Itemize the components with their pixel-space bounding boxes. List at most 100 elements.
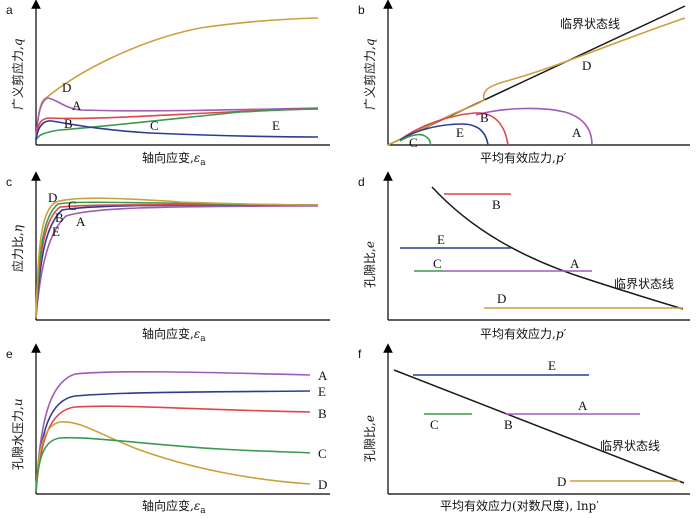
panel-f-csl <box>393 369 685 484</box>
panel-c-ylabel: 应力比, <box>10 232 25 272</box>
panel-e-label-D: D <box>318 477 327 492</box>
panel-e-label: e <box>6 347 13 361</box>
panel-f-csl-label: 临界状态线 <box>600 439 660 453</box>
panel-a-ysym: q <box>11 38 25 46</box>
svg-text:孔隙比,e: 孔隙比,e <box>363 415 377 462</box>
panel-b-label-D: D <box>582 58 591 73</box>
panel-d-label-A: A <box>570 256 580 271</box>
panel-b-curve-E <box>399 123 489 146</box>
panel-a-label-C: C <box>150 118 159 133</box>
panel-a-ylabel: 广义剪应力, <box>10 46 25 110</box>
panel-c-curve-B <box>35 204 319 319</box>
panel-c-label: c <box>6 175 12 189</box>
panel-c-curve-C <box>35 201 319 319</box>
panel-c: c 应力比,η 轴向应变,εa D C B A E <box>6 171 330 344</box>
panel-c-label-A: A <box>76 214 86 229</box>
panel-e-curve-D <box>35 421 311 493</box>
panel-d-y-title: 孔隙比,e <box>363 241 377 288</box>
panel-c-x-title: 轴向应变,εa <box>142 326 206 344</box>
panel-b-curve-D <box>387 17 686 146</box>
panel-c-y-title: 应力比,η <box>10 224 25 272</box>
panel-b-ysym: q <box>363 38 377 46</box>
panel-d-csl <box>431 186 684 310</box>
panel-b-curve-B <box>399 112 509 146</box>
panel-b-label-E: E <box>456 125 464 140</box>
panel-c-label-B: B <box>55 210 64 225</box>
panel-c-label-D: D <box>48 190 57 205</box>
panel-b-x-title: 平均有效应力,p′ <box>480 150 567 165</box>
panel-f-ylabel: 孔隙比, <box>363 422 377 462</box>
panel-d-label-C: C <box>433 256 442 271</box>
panel-e-label-B: B <box>318 406 327 421</box>
panel-f-label-C: C <box>430 417 439 432</box>
panel-b-label-A: A <box>572 125 582 140</box>
panel-e-ylabel: 孔隙水压力, <box>11 406 25 470</box>
panel-f-y-title: 孔隙比,e <box>363 415 377 462</box>
panel-f-label-B: B <box>504 417 513 432</box>
panel-a-label-E: E <box>272 118 280 133</box>
panel-c-curve-D <box>35 197 319 319</box>
panel-a-label-D: D <box>62 80 71 95</box>
panel-a-xlabel: 轴向应变, <box>142 150 194 165</box>
panel-d-csl-label: 临界状态线 <box>614 277 674 291</box>
panel-c-xsub: a <box>200 334 206 344</box>
panel-d-label-B: B <box>492 197 501 212</box>
panel-e-label-E: E <box>318 384 326 399</box>
panel-b-xlabel: 平均有效应力, <box>480 150 556 165</box>
panel-c-label-E: E <box>52 224 60 239</box>
panel-a-label-A: A <box>72 98 82 113</box>
panel-e-xlabel: 轴向应变, <box>142 498 194 513</box>
panel-e-xsym: ε <box>194 499 200 513</box>
panel-e-curve-A <box>35 370 311 493</box>
panel-e-ysym: u <box>11 398 25 406</box>
panel-d-label-E: E <box>437 232 445 247</box>
panel-d-ysym: e <box>363 241 377 248</box>
panel-c-label-C: C <box>68 198 77 213</box>
panel-f-label-A: A <box>578 398 588 413</box>
panel-e-label-A: A <box>318 368 328 383</box>
panel-e-y-title: 孔隙水压力,u <box>11 398 25 470</box>
panel-a-curve-E <box>35 120 319 141</box>
panel-b-curve-C <box>399 133 432 146</box>
panel-b-label-B: B <box>480 110 489 125</box>
panel-a-curve-A <box>35 97 319 141</box>
panel-e-curve-B <box>35 405 311 493</box>
panel-c-xsym: ε <box>194 327 200 341</box>
panel-b-label-C: C <box>409 135 418 150</box>
panel-f-x-title: 平均有效应力(对数尺度), lnp′ <box>440 498 599 513</box>
panel-a-xsub: a <box>200 158 206 168</box>
panel-f-ysym: e <box>363 415 377 422</box>
panel-d-label: d <box>358 175 365 189</box>
panel-b-ylabel: 广义剪应力, <box>362 46 377 110</box>
panel-a: a 广义剪应力,q 轴向应变,εa D A B C E <box>6 0 330 168</box>
panel-e-curve-C <box>35 436 311 493</box>
panel-c-xlabel: 轴向应变, <box>142 326 194 341</box>
panel-e-curve-E <box>35 390 311 493</box>
panel-a-x-title: 轴向应变,εa <box>142 150 206 168</box>
panel-d-label-D: D <box>497 291 506 306</box>
panel-e: e 孔隙水压力,u 轴向应变,εa A E B C D <box>6 343 330 516</box>
panel-a-y-title: 广义剪应力,q <box>10 38 25 110</box>
panel-b-csl-label: 临界状态线 <box>560 17 620 31</box>
panel-a-label-B: B <box>64 116 73 131</box>
panel-c-curve-A <box>35 205 319 319</box>
panel-d-xsym: p′ <box>556 327 567 341</box>
svg-text:广义剪应力,q: 广义剪应力,q <box>362 38 377 110</box>
panel-a-curve-C <box>35 108 319 141</box>
panel-a-xsym: ε <box>194 151 200 165</box>
panel-e-label-C: C <box>318 446 327 461</box>
panel-b-curve-A <box>475 107 593 146</box>
panel-f-label-D: D <box>557 474 566 489</box>
panel-b-label: b <box>358 3 365 17</box>
svg-text:孔隙比,e: 孔隙比,e <box>363 241 377 288</box>
panel-d-ylabel: 孔隙比, <box>363 248 377 288</box>
panel-f: f 孔隙比,e 平均有效应力(对数尺度), lnp′ 临界状态线 E C B A… <box>358 343 690 513</box>
panel-c-ysym: η <box>11 224 25 232</box>
panel-b-y-title: 广义剪应力,q <box>362 38 377 110</box>
svg-text:广义剪应力,q: 广义剪应力,q <box>10 38 25 110</box>
panel-e-xsub: a <box>200 506 206 516</box>
panel-d-x-title: 平均有效应力,p′ <box>480 326 567 341</box>
panel-b-xsym: p′ <box>556 151 567 165</box>
panel-a-label: a <box>6 3 13 17</box>
